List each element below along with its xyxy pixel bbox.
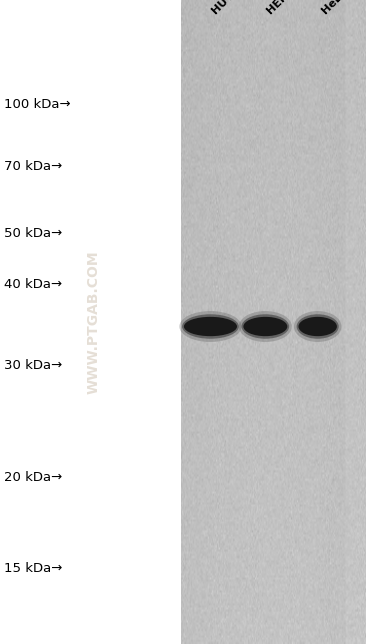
Text: 70 kDa→: 70 kDa→ (4, 160, 62, 173)
Ellipse shape (182, 314, 239, 339)
Text: 40 kDa→: 40 kDa→ (4, 278, 62, 291)
Ellipse shape (296, 314, 339, 339)
Ellipse shape (184, 317, 237, 336)
Ellipse shape (242, 314, 289, 339)
Ellipse shape (179, 311, 242, 342)
Text: 100 kDa→: 100 kDa→ (4, 98, 70, 111)
Text: 30 kDa→: 30 kDa→ (4, 359, 62, 372)
Ellipse shape (239, 311, 292, 342)
Text: HeLa cell line: HeLa cell line (320, 0, 366, 17)
Ellipse shape (243, 317, 287, 336)
Text: 20 kDa→: 20 kDa→ (4, 471, 62, 484)
Ellipse shape (299, 317, 337, 336)
Text: HEK-293 cell line: HEK-293 cell line (265, 0, 346, 17)
Text: WWW.PTGAB.COM: WWW.PTGAB.COM (86, 250, 100, 394)
Text: 50 kDa→: 50 kDa→ (4, 227, 62, 240)
Text: HUVEC cell line: HUVEC cell line (210, 0, 285, 17)
Text: 15 kDa→: 15 kDa→ (4, 562, 62, 574)
Ellipse shape (294, 311, 341, 342)
